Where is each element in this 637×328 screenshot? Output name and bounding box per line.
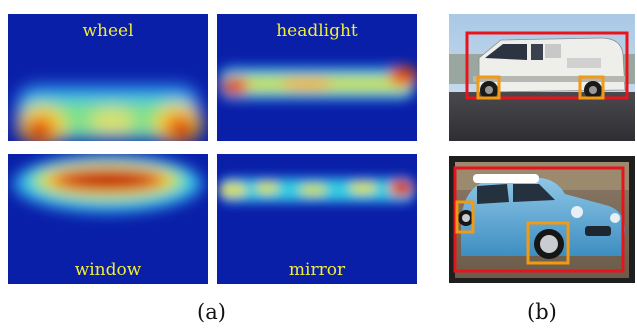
heatmap-label-window: window [74,260,142,280]
heatmap-wheel: wheel [8,14,208,141]
caption-b: (b) [527,300,557,324]
photo-van [449,14,635,141]
heatmap-label-mirror: mirror [288,260,346,280]
heatmap-headlight: headlight [217,14,417,141]
heatmap-window: window [8,154,208,284]
heatmap-mirror: mirror [217,154,417,284]
heatmap-label-wheel: wheel [82,21,134,41]
heatmap-label-headlight: headlight [276,21,358,41]
caption-a: (a) [197,300,226,324]
photo-mini-cooper [449,156,635,283]
